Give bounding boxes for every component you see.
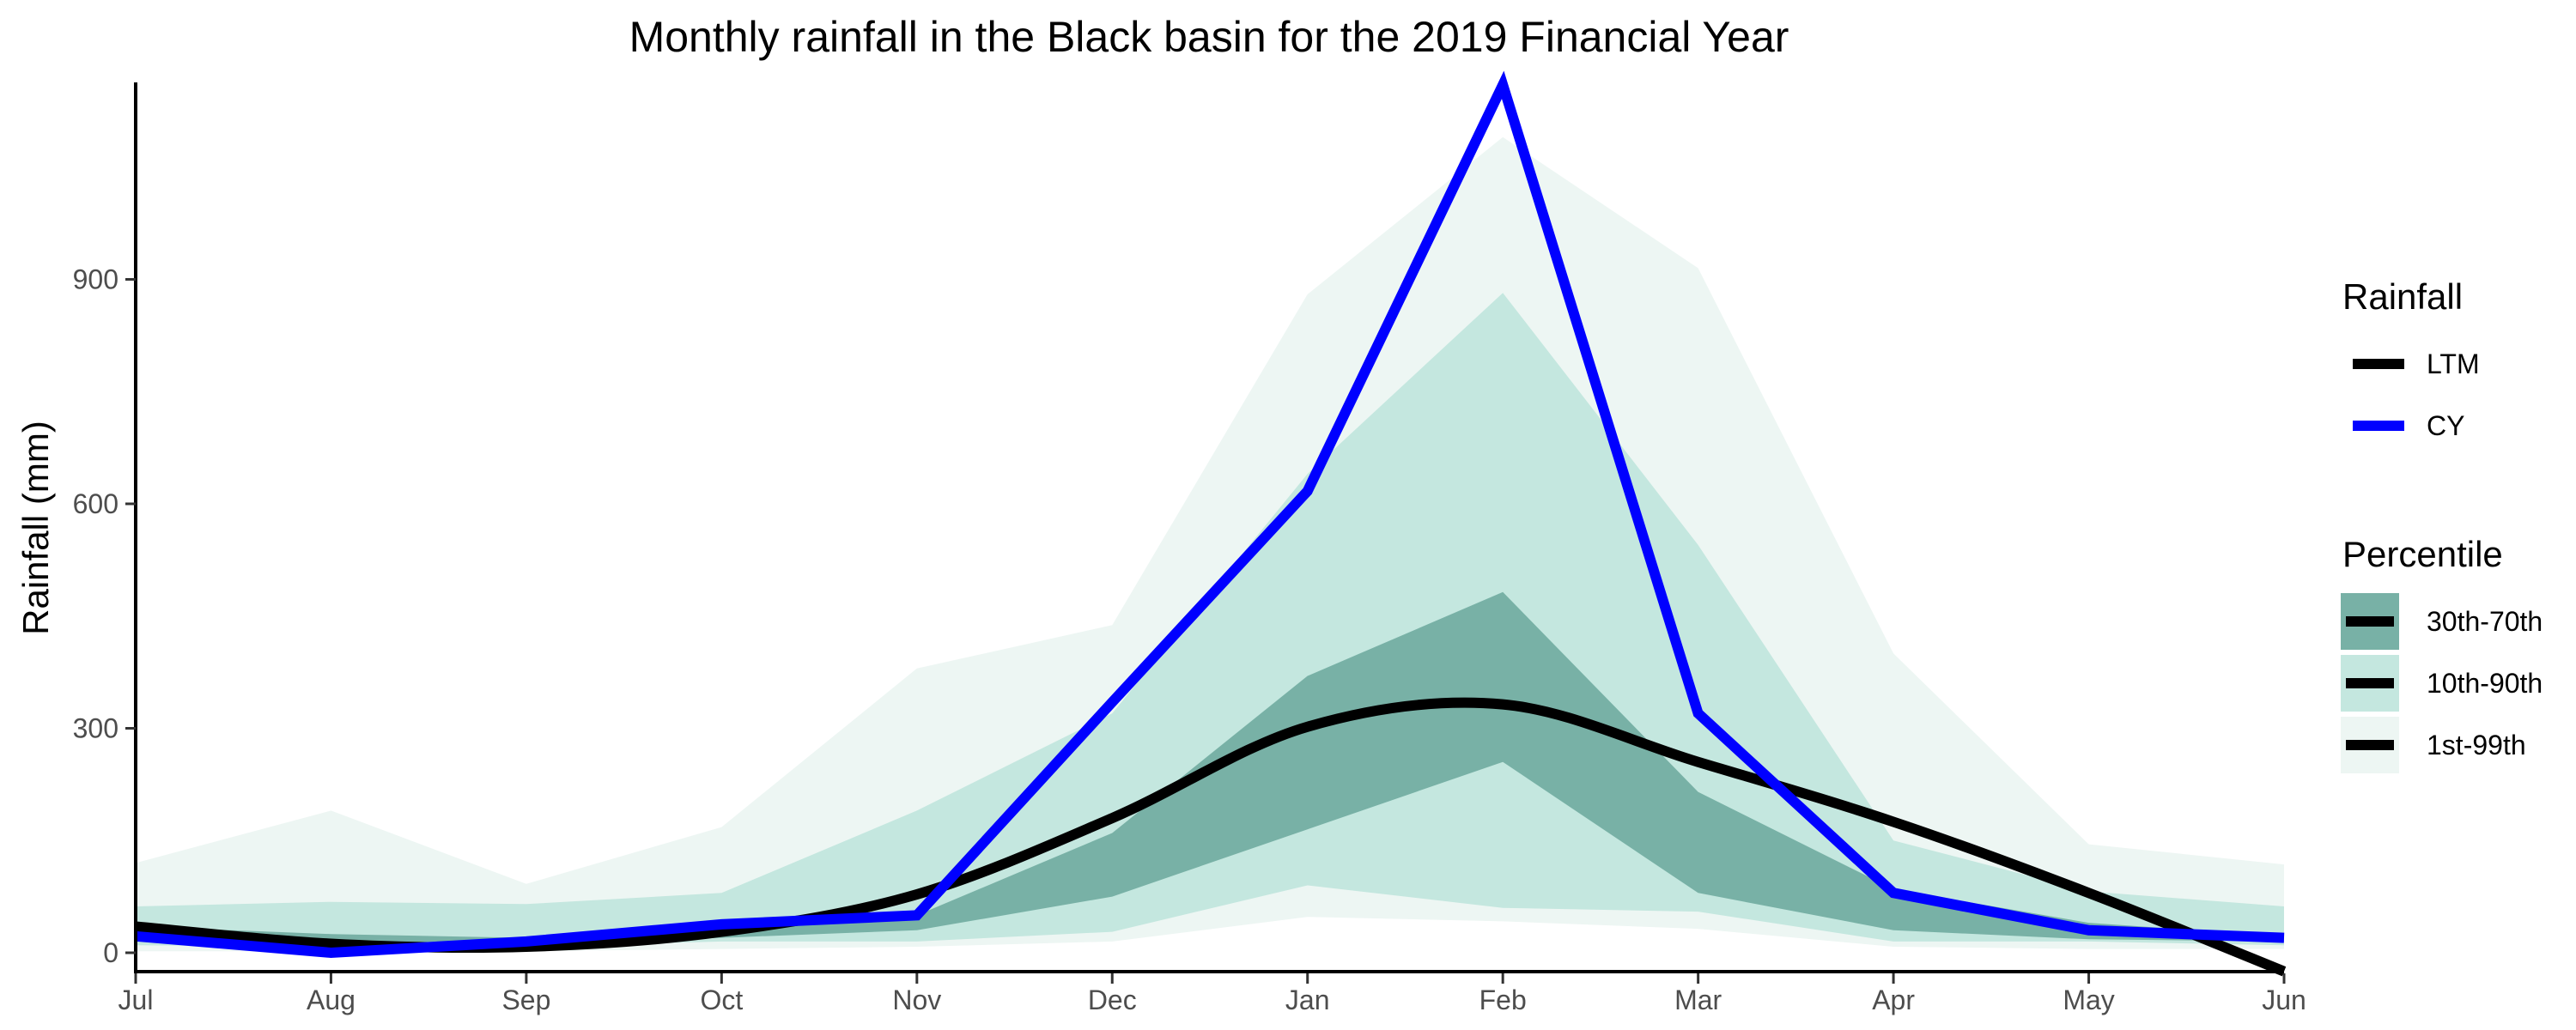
x-tick-label-Dec: Dec [1088, 985, 1137, 1015]
x-tick-label-Mar: Mar [1674, 985, 1722, 1015]
x-tick-label-Sep: Sep [501, 985, 550, 1015]
legend-label-1st-99th: 1st-99th [2427, 730, 2526, 760]
x-tick-label-Jul: Jul [118, 985, 154, 1015]
x-tick-label-Nov: Nov [892, 985, 941, 1015]
legend-title-percentile: Percentile [2342, 534, 2503, 574]
y-tick-label-600: 600 [73, 488, 118, 519]
x-tick-label-Aug: Aug [307, 985, 355, 1015]
series-lines [135, 70, 2287, 977]
x-tick-label-Feb: Feb [1479, 985, 1527, 1015]
y-tick-label-300: 300 [73, 712, 118, 743]
x-tick-label-May: May [2063, 985, 2114, 1015]
band-10th-90th [136, 293, 2284, 947]
x-tick-label-Apr: Apr [1872, 985, 1915, 1015]
legend-title-rainfall: Rainfall [2342, 276, 2463, 317]
x-tick-label-Jan: Jan [1285, 985, 1330, 1015]
x-tick-label-Oct: Oct [700, 985, 743, 1015]
legend-label-LTM: LTM [2427, 348, 2480, 379]
x-tick-label-Jun: Jun [2262, 985, 2306, 1015]
legend: Rainfall Percentile LTM CY 30th-70th 10th-9… [2341, 276, 2543, 773]
percentile-bands [136, 136, 2284, 952]
legend-label-10th-90th: 10th-90th [2427, 668, 2543, 699]
chart-title: Monthly rainfall in the Black basin for … [629, 13, 1789, 61]
legend-label-CY: CY [2427, 410, 2464, 441]
y-axis-title: Rainfall (mm) [15, 421, 56, 635]
axis-ticks: Jul Aug Sep Oct Nov Dec Jan Feb Mar Apr May Jun 0 300… [73, 264, 2306, 1015]
legend-label-30th-70th: 30th-70th [2427, 606, 2543, 637]
series-line-CY [135, 70, 2285, 959]
y-tick-label-0: 0 [103, 937, 118, 968]
y-tick-label-900: 900 [73, 264, 118, 294]
